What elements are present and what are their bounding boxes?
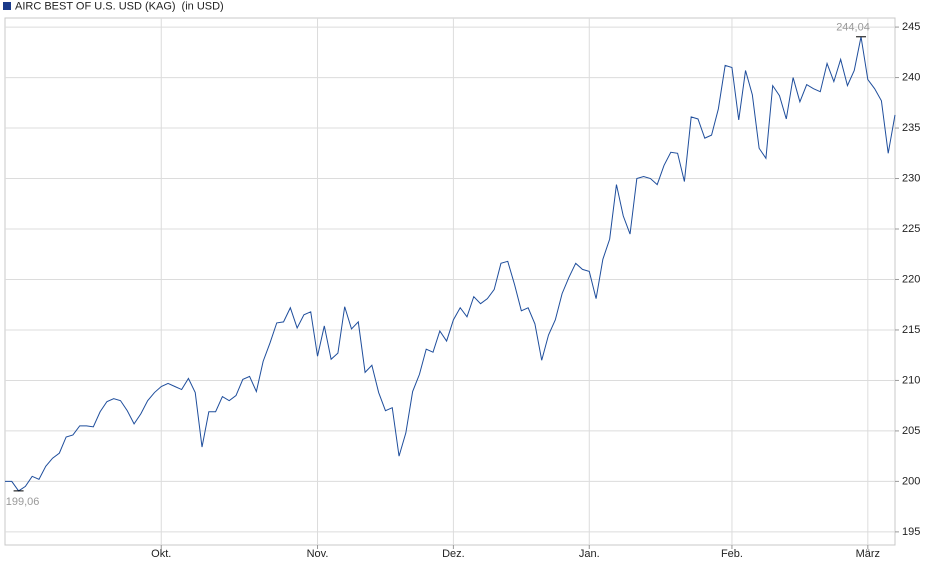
x-tick-label: Feb. bbox=[721, 548, 743, 560]
y-tick-label: 205 bbox=[902, 425, 920, 437]
y-tick-label: 245 bbox=[902, 21, 920, 33]
y-tick-label: 230 bbox=[902, 172, 920, 184]
legend-swatch[interactable] bbox=[3, 2, 11, 10]
y-tick-label: 225 bbox=[902, 223, 920, 235]
x-tick-label: Nov. bbox=[307, 548, 329, 560]
y-tick-label: 210 bbox=[902, 374, 920, 386]
y-tick-label: 235 bbox=[902, 122, 920, 134]
unit-label: (in USD) bbox=[182, 0, 224, 12]
y-tick-label: 240 bbox=[902, 71, 920, 83]
y-tick-label: 220 bbox=[902, 273, 920, 285]
x-tick-label: Dez. bbox=[442, 548, 465, 560]
x-tick-label: Okt. bbox=[151, 548, 171, 560]
x-tick-label: Jan. bbox=[579, 548, 600, 560]
price-line bbox=[5, 36, 896, 492]
y-tick-label: 200 bbox=[902, 475, 920, 487]
value-label: 244,04 bbox=[836, 22, 870, 34]
plot-frame bbox=[4, 17, 896, 546]
legend-label[interactable]: AIRC BEST OF U.S. USD (KAG) bbox=[15, 0, 176, 12]
value-label: 199,06 bbox=[6, 496, 40, 508]
y-tick-label: 215 bbox=[902, 324, 920, 336]
y-tick-label: 195 bbox=[902, 526, 920, 538]
x-tick-label: März bbox=[856, 548, 880, 560]
